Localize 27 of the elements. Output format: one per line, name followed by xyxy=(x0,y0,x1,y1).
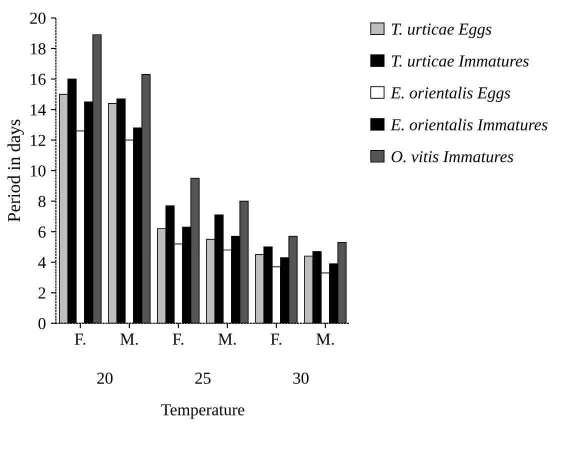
y-tick-label: 16 xyxy=(30,74,46,85)
y-tick-label: 2 xyxy=(38,287,46,299)
x-tick-label: M. xyxy=(316,334,334,345)
legend-label: T. urticae Eggs xyxy=(392,24,492,38)
y-tick-label: 18 xyxy=(30,43,46,54)
x-axis-title: Temperature xyxy=(161,404,244,419)
y-tick-label: 14 xyxy=(30,104,46,116)
legend-label: E. orientalis Immatures xyxy=(390,118,548,130)
y-tick-label: 8 xyxy=(38,196,46,208)
x-tick-label: M. xyxy=(120,334,138,345)
y-tick-label: 10 xyxy=(30,165,46,177)
text: 25 xyxy=(195,372,211,384)
y-axis-title: Period in days xyxy=(7,120,24,222)
legend-label: O. vitis Immatures xyxy=(392,151,514,162)
y-tick-label: 4 xyxy=(38,257,46,268)
x-tick-label: F. xyxy=(172,334,184,345)
y-tick-label: 20 xyxy=(30,12,46,24)
x-tick-label: F. xyxy=(74,334,86,345)
x-tick-label: M. xyxy=(218,334,236,345)
legend-label: E. orientalis Eggs xyxy=(390,86,510,102)
text: 20 xyxy=(97,372,113,384)
legend-label: T. urticae Immatures xyxy=(392,55,529,67)
text: 30 xyxy=(293,372,309,384)
y-tick-label: 6 xyxy=(38,226,46,238)
y-tick-label: 12 xyxy=(30,134,46,146)
y-tick-label: 0 xyxy=(38,318,46,330)
x-tick-label: F. xyxy=(270,334,282,345)
